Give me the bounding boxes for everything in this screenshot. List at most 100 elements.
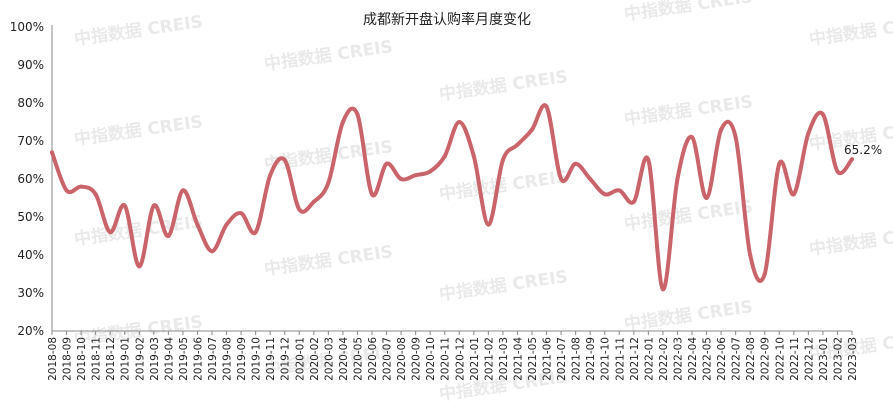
data-point [137, 264, 142, 269]
end-data-label: 65.2% [844, 143, 882, 157]
x-tick-label: 2022-01 [643, 337, 655, 381]
x-tick-label: 2020-09 [411, 337, 423, 381]
data-point [297, 207, 302, 212]
data-point [631, 199, 636, 204]
data-point [428, 169, 433, 174]
x-tick-label: 2021-07 [556, 337, 568, 381]
watermark-text: 中指数据 CREIS [808, 11, 893, 50]
chart-title: 成都新开盘认购率月度变化 [363, 11, 531, 28]
y-tick-label: 60% [17, 172, 44, 186]
data-point [573, 161, 578, 166]
data-point [151, 203, 156, 208]
x-tick-label: 2021-03 [498, 337, 510, 381]
x-tick-label: 2021-05 [527, 337, 539, 381]
x-tick-labels: 2018-08 2018-09 2018-10 2018-11 2018-12 2019-… [47, 337, 859, 381]
x-tick-label: 2022-06 [716, 337, 728, 381]
data-point [166, 234, 171, 238]
data-point [675, 177, 680, 181]
data-point [530, 127, 534, 132]
x-tick-label: 2022-02 [658, 337, 670, 381]
data-point [690, 135, 694, 140]
x-tick-label: 2018-10 [76, 337, 88, 381]
watermark-text: 中指数据 CREIS [263, 241, 394, 280]
x-tick-label: 2020-06 [367, 337, 379, 381]
x-tick-label: 2019-05 [178, 337, 190, 381]
x-tick-label: 2020-12 [454, 337, 466, 381]
data-point [602, 192, 607, 197]
data-point [311, 199, 316, 204]
x-tick-label: 2019-11 [265, 337, 277, 381]
data-point [268, 173, 273, 178]
x-tick-label: 2022-03 [672, 337, 684, 381]
data-point [617, 188, 622, 193]
y-tick-label: 70% [17, 134, 44, 148]
x-tick-label: 2023-03 [847, 337, 859, 381]
data-point [646, 158, 651, 162]
data-point [777, 161, 782, 166]
data-point [442, 154, 447, 159]
x-tick-label: 2019-07 [207, 337, 219, 381]
data-point [370, 192, 374, 197]
data-point [79, 184, 84, 189]
x-tick-label: 2022-04 [687, 337, 699, 381]
watermark-text: 中指数据 CREIS [623, 91, 754, 130]
data-point [224, 222, 229, 227]
data-point [850, 157, 854, 162]
data-point [835, 169, 840, 174]
x-tick-label: 2022-11 [789, 337, 801, 381]
data-point [239, 211, 244, 216]
x-tick-label: 2019-02 [134, 337, 146, 381]
x-tick-label: 2019-08 [222, 337, 234, 381]
data-point [588, 177, 593, 181]
data-point [210, 249, 214, 254]
data-point [326, 180, 331, 185]
data-point [748, 253, 753, 257]
data-point [806, 131, 811, 136]
data-point [719, 127, 724, 132]
x-tick-label: 2019-12 [280, 337, 292, 381]
data-point [64, 188, 69, 193]
watermark-text: 中指数据 CREIS [263, 136, 394, 175]
data-point [413, 173, 418, 178]
x-tick-label: 2021-04 [512, 337, 524, 381]
data-point [733, 135, 738, 140]
x-tick-label: 2020-02 [309, 337, 321, 381]
data-point [93, 192, 98, 197]
x-tick-label: 2022-09 [760, 337, 772, 381]
x-tick-label: 2021-01 [469, 337, 481, 381]
data-point [399, 177, 404, 181]
y-tick-label: 20% [17, 324, 44, 338]
data-point [471, 154, 476, 159]
x-tick-label: 2023-02 [832, 337, 844, 381]
x-tick-label: 2019-06 [192, 337, 204, 381]
x-tick-label: 2023-01 [818, 337, 830, 381]
x-tick-label: 2022-05 [702, 337, 714, 381]
x-tick-label: 2019-09 [236, 337, 248, 381]
y-tick-label: 40% [17, 248, 44, 262]
x-tick-label: 2020-07 [382, 337, 394, 381]
x-tick-label: 2019-04 [163, 337, 175, 381]
series-layer [50, 103, 854, 292]
watermark-text: 中指数据 CREIS [623, 296, 754, 335]
x-tick-label: 2018-08 [47, 337, 59, 381]
x-tick-label: 2020-11 [440, 337, 452, 381]
x-tick-label: 2021-09 [585, 337, 597, 381]
axes [51, 25, 853, 335]
x-tick-label: 2020-05 [352, 337, 364, 381]
x-tick-label: 2019-03 [149, 337, 161, 381]
data-point [50, 150, 54, 155]
data-point [384, 161, 389, 166]
data-point [253, 230, 258, 235]
data-point [762, 272, 767, 276]
data-point [515, 142, 520, 147]
watermark-text: 中指数据 CREIS [73, 11, 204, 50]
watermark-text: 中指数据 CREIS [73, 111, 204, 150]
data-point [791, 192, 796, 197]
x-tick-label: 2020-04 [338, 337, 350, 381]
x-tick-label: 2022-07 [731, 337, 743, 381]
data-point [457, 120, 462, 124]
data-point [704, 196, 709, 200]
x-tick-label: 2022-08 [745, 337, 757, 381]
